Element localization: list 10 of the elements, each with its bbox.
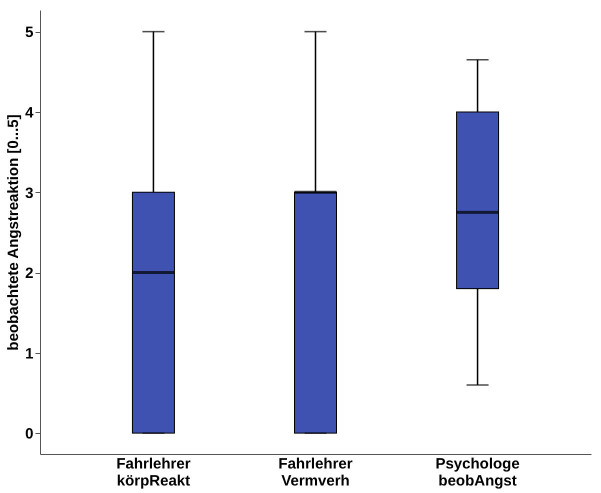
y-tick-label: 3 [25, 184, 34, 202]
x-tick-label: Psychologe beobAngst [435, 456, 520, 490]
y-axis-title: beobachtete Angstreaktion [0...5] [5, 114, 22, 351]
y-tick-label: 1 [25, 345, 34, 362]
y-tick-label: 0 [25, 426, 34, 443]
x-tick-label: Fahrlehrer Vermverh [278, 456, 353, 490]
x-tick-label: Fahrlehrer körpReakt [116, 456, 191, 490]
y-tick-label: 4 [25, 104, 34, 122]
y-tick-label: 2 [25, 265, 34, 282]
y-tick-label: 5 [25, 24, 34, 42]
